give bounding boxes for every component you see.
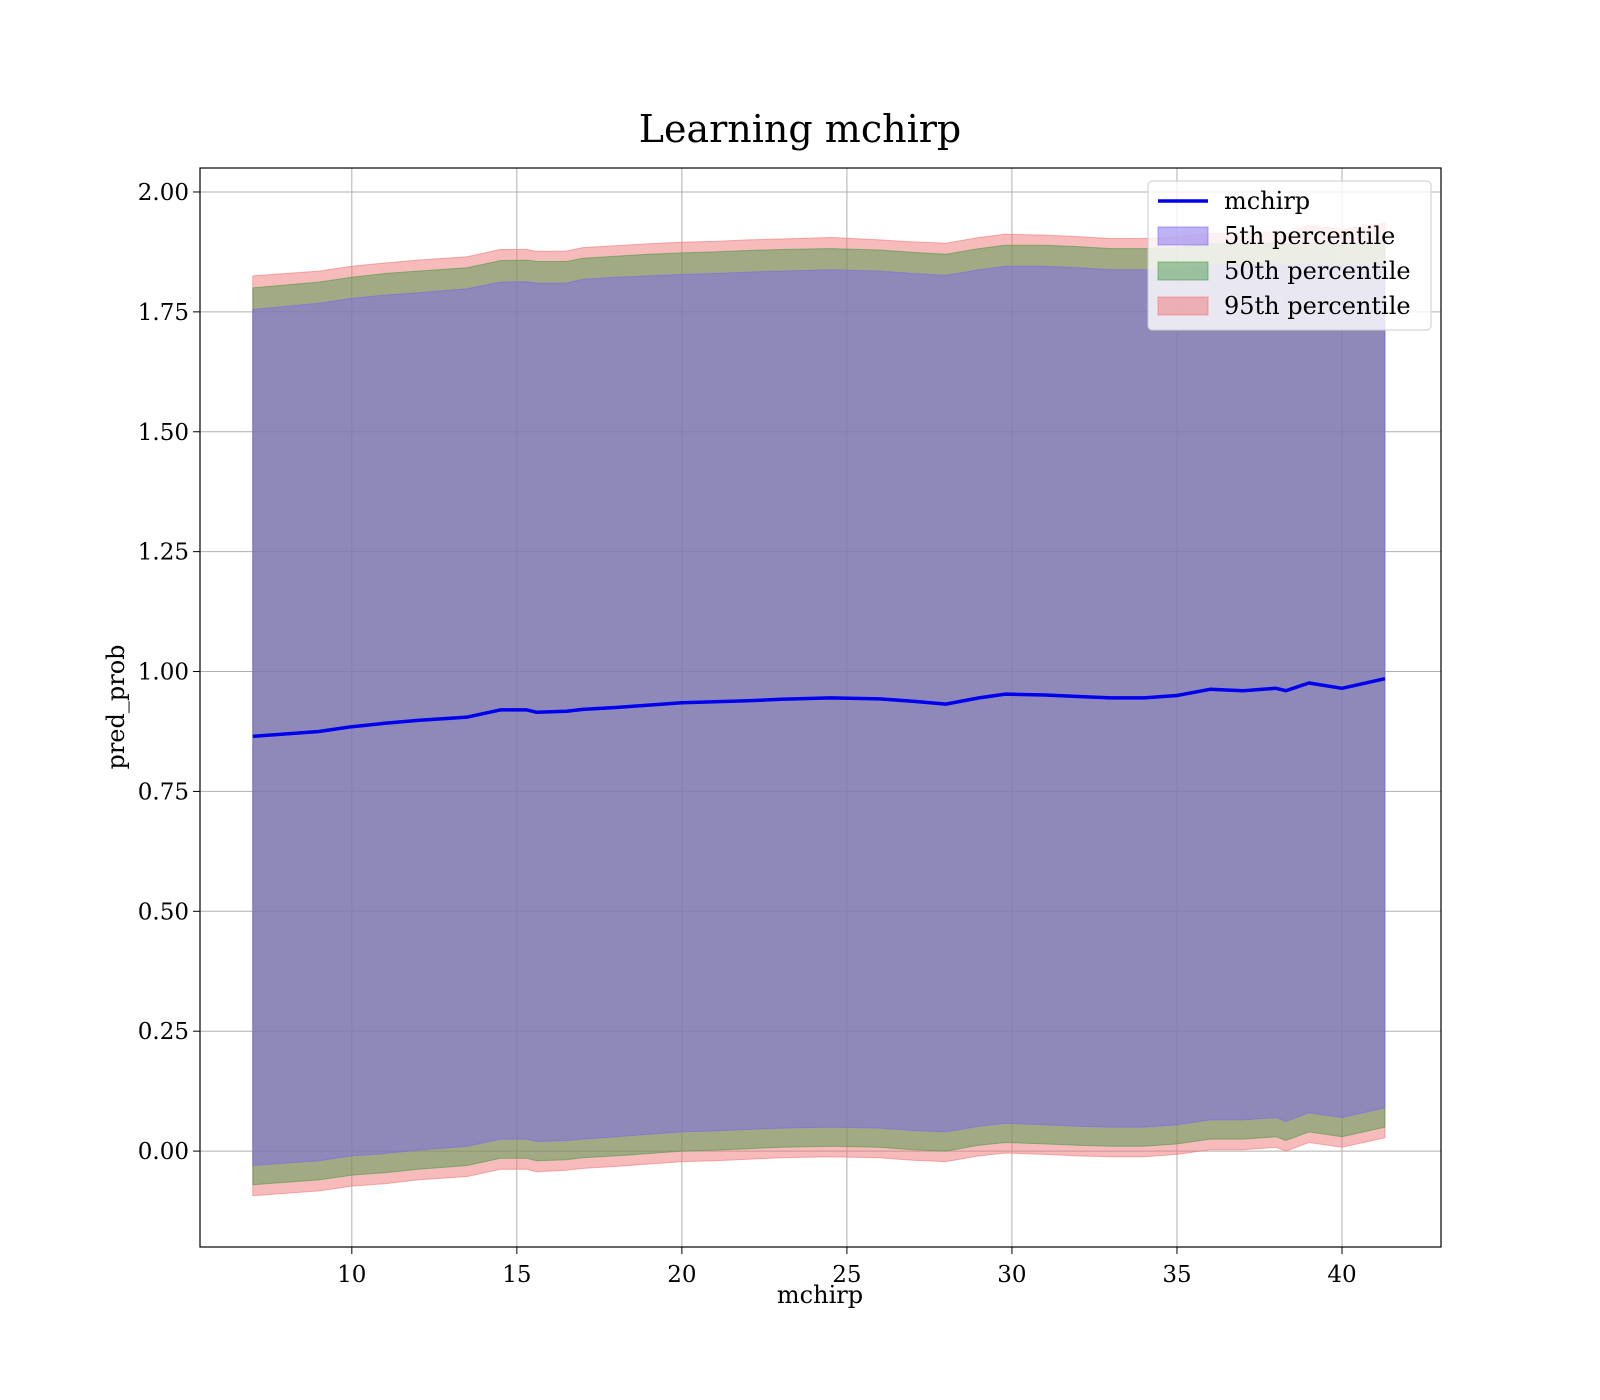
y-tick-label: 1.00 — [138, 660, 189, 686]
y-tick-label: 2.00 — [138, 180, 189, 206]
y-axis-label: pred_prob — [102, 644, 130, 769]
legend-entry-label: 5th percentile — [1224, 222, 1395, 250]
legend: mchirp 5th percentile 50th percentile 95th … — [1147, 180, 1432, 331]
x-tick-label: 40 — [1327, 1262, 1356, 1288]
band-5th-percentile — [252, 263, 1386, 1167]
x-tick-label: 25 — [832, 1262, 861, 1288]
x-axis-ticks: 10 15 20 25 30 35 40 — [337, 1247, 1357, 1288]
y-axis-ticks: 0.00 0.25 0.50 0.75 1.00 1.25 1.50 1.75 2.00 — [138, 180, 200, 1165]
legend-band-swatch — [1157, 261, 1209, 281]
y-tick-label: 0.25 — [138, 1019, 189, 1045]
series-lines — [252, 676, 1386, 739]
legend-box — [1147, 180, 1432, 331]
legend-entry-label: 50th percentile — [1224, 257, 1411, 285]
y-tick-label: 1.75 — [138, 300, 189, 326]
x-tick-label: 30 — [997, 1262, 1026, 1288]
y-tick-label: 1.25 — [138, 540, 189, 566]
legend-band-swatch — [1157, 296, 1209, 316]
y-tick-label: 0.50 — [138, 899, 189, 925]
x-tick-label: 35 — [1162, 1262, 1191, 1288]
y-tick-label: 1.50 — [138, 420, 189, 446]
x-tick-label: 20 — [667, 1262, 696, 1288]
x-tick-label: 10 — [337, 1262, 366, 1288]
line-mchirp — [252, 676, 1386, 739]
legend-band-swatch — [1157, 226, 1209, 246]
legend-entry-label: 95th percentile — [1224, 292, 1411, 320]
x-tick-label: 15 — [502, 1262, 531, 1288]
x-axis-label: mchirp — [777, 1281, 863, 1309]
y-tick-label: 0.75 — [138, 779, 189, 805]
percentile-bands — [252, 222, 1386, 1197]
plot-frame — [199, 167, 1442, 1248]
chart-title: Learning mchirp — [639, 107, 961, 151]
y-tick-label: 0.00 — [138, 1139, 189, 1165]
legend-entry-label: mchirp — [1224, 187, 1310, 215]
